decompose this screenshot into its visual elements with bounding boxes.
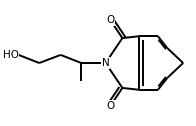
Text: O: O <box>106 15 114 25</box>
Text: O: O <box>106 101 114 111</box>
Text: HO: HO <box>3 50 19 60</box>
Text: N: N <box>102 58 109 68</box>
